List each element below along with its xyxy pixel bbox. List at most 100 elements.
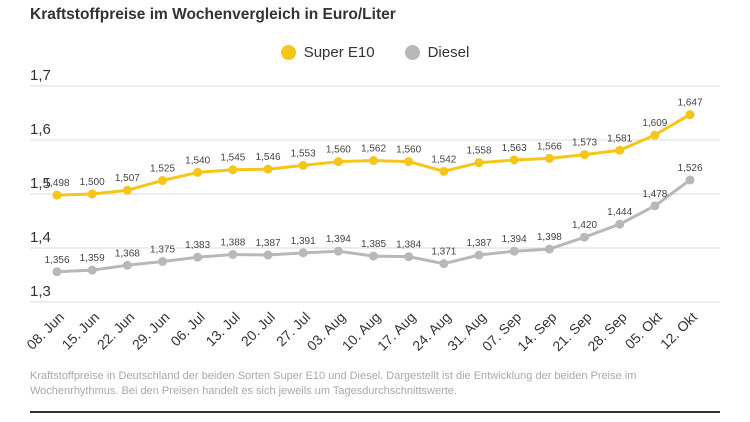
data-label-super-e10: 1,560 bbox=[396, 145, 421, 156]
data-label-diesel: 1,375 bbox=[150, 245, 175, 256]
data-label-super-e10: 1,507 bbox=[115, 173, 140, 184]
data-label-super-e10: 1,498 bbox=[44, 178, 69, 189]
data-point-diesel bbox=[228, 249, 238, 259]
data-label-diesel: 1,356 bbox=[44, 255, 69, 266]
legend-swatch-diesel bbox=[404, 45, 420, 60]
data-point-super-e10 bbox=[52, 190, 62, 200]
y-tick-label: 1,4 bbox=[30, 229, 51, 246]
data-point-super-e10 bbox=[685, 110, 695, 120]
legend: Super E10 Diesel bbox=[0, 44, 750, 61]
x-tick-label: 29. Jun bbox=[129, 309, 173, 353]
legend-label-diesel: Diesel bbox=[427, 44, 470, 61]
series-line-super-e10 bbox=[56, 113, 691, 197]
data-point-diesel bbox=[87, 265, 97, 275]
data-label-super-e10: 1,558 bbox=[466, 146, 491, 157]
legend-swatch-super-e10 bbox=[280, 45, 296, 60]
data-point-super-e10 bbox=[263, 164, 273, 174]
line-chart: 1,7 1,6 1,5 1,4 1,3 1,498 1,500 1,507 1,525 1,540… bbox=[23, 67, 720, 355]
data-point-super-e10 bbox=[369, 156, 378, 166]
chart-title: Kraftstoffpreise im Wochenvergleich in E… bbox=[30, 6, 396, 23]
data-point-diesel bbox=[369, 251, 378, 261]
bottom-divider bbox=[30, 411, 720, 413]
data-point-super-e10 bbox=[333, 157, 343, 167]
data-label-diesel: 1,388 bbox=[220, 237, 245, 248]
x-tick-label: 10. Aug bbox=[339, 309, 384, 354]
data-point-super-e10 bbox=[193, 167, 203, 177]
data-point-diesel bbox=[333, 246, 343, 256]
data-point-diesel bbox=[544, 244, 554, 254]
x-tick-label: 13. Jul bbox=[202, 309, 242, 349]
chart-footnote: Kraftstoffpreise in Deutschland der beid… bbox=[30, 370, 637, 397]
data-point-diesel bbox=[580, 232, 589, 242]
data-label-diesel: 1,387 bbox=[255, 238, 280, 249]
legend-item-diesel: Diesel bbox=[404, 44, 470, 61]
data-point-super-e10 bbox=[228, 165, 238, 175]
x-tick-label: 20. Jul bbox=[238, 309, 278, 349]
data-label-diesel: 1,394 bbox=[326, 234, 351, 245]
data-label-diesel: 1,385 bbox=[361, 239, 386, 250]
x-tick-label: 03. Aug bbox=[304, 309, 349, 354]
data-point-super-e10 bbox=[87, 189, 97, 199]
data-label-diesel: 1,368 bbox=[115, 248, 140, 259]
data-label-diesel: 1,398 bbox=[537, 232, 562, 243]
y-tick-label: 1,3 bbox=[30, 283, 51, 300]
legend-item-super-e10: Super E10 bbox=[280, 44, 375, 61]
data-label-super-e10: 1,545 bbox=[220, 153, 245, 164]
data-point-super-e10 bbox=[474, 158, 484, 168]
data-label-super-e10: 1,562 bbox=[361, 144, 386, 155]
x-tick-label: 24. Aug bbox=[409, 309, 454, 354]
data-point-super-e10 bbox=[439, 166, 449, 176]
data-point-super-e10 bbox=[122, 185, 132, 195]
data-point-super-e10 bbox=[544, 153, 554, 163]
data-point-diesel bbox=[193, 252, 203, 262]
data-label-super-e10: 1,525 bbox=[150, 164, 175, 175]
data-label-super-e10: 1,542 bbox=[431, 154, 456, 165]
y-tick-label: 1,7 bbox=[30, 67, 51, 84]
legend-label-super-e10: Super E10 bbox=[303, 44, 375, 61]
data-label-super-e10: 1,546 bbox=[255, 152, 280, 163]
data-label-diesel: 1,420 bbox=[572, 220, 597, 231]
data-label-diesel: 1,391 bbox=[291, 236, 316, 247]
data-label-super-e10: 1,563 bbox=[502, 143, 527, 154]
data-point-diesel bbox=[298, 248, 308, 258]
data-label-super-e10: 1,566 bbox=[537, 141, 562, 152]
data-label-super-e10: 1,540 bbox=[185, 155, 210, 166]
data-label-super-e10: 1,581 bbox=[607, 133, 632, 144]
data-point-diesel bbox=[650, 201, 660, 211]
data-label-diesel: 1,387 bbox=[466, 238, 491, 249]
data-point-diesel bbox=[122, 260, 132, 270]
data-label-diesel: 1,383 bbox=[185, 240, 210, 251]
y-tick-label: 1,5 bbox=[30, 175, 51, 192]
x-tick-label: 15. Jun bbox=[58, 309, 102, 353]
data-point-diesel bbox=[685, 175, 695, 185]
data-label-diesel: 1,384 bbox=[396, 240, 421, 251]
data-label-super-e10: 1,560 bbox=[326, 145, 351, 156]
x-tick-label: 17. Aug bbox=[374, 309, 419, 354]
data-point-super-e10 bbox=[298, 160, 308, 170]
data-label-super-e10: 1,647 bbox=[677, 98, 702, 109]
x-tick-label: 06. Jul bbox=[167, 309, 207, 349]
x-tick-label: 05. Okt bbox=[622, 309, 665, 352]
data-point-diesel bbox=[52, 267, 62, 277]
x-tick-label: 12. Okt bbox=[657, 309, 700, 352]
data-point-diesel bbox=[404, 252, 414, 262]
x-tick-label: 28. Sep bbox=[584, 309, 630, 355]
data-label-super-e10: 1,573 bbox=[572, 138, 597, 149]
data-point-diesel bbox=[158, 257, 167, 266]
data-point-diesel bbox=[474, 250, 484, 260]
data-point-super-e10 bbox=[580, 150, 589, 160]
data-point-super-e10 bbox=[650, 130, 660, 140]
x-tick-label: 22. Jun bbox=[94, 309, 138, 353]
data-point-diesel bbox=[263, 250, 273, 260]
data-point-diesel bbox=[509, 246, 519, 256]
data-point-diesel bbox=[439, 259, 449, 269]
data-point-diesel bbox=[615, 219, 625, 229]
data-label-super-e10: 1,553 bbox=[291, 148, 316, 159]
data-label-super-e10: 1,609 bbox=[642, 118, 667, 129]
data-label-diesel: 1,444 bbox=[607, 207, 632, 218]
data-label-diesel: 1,478 bbox=[642, 189, 667, 200]
data-point-super-e10 bbox=[509, 155, 519, 165]
data-point-super-e10 bbox=[404, 157, 414, 167]
data-label-diesel: 1,359 bbox=[80, 253, 105, 264]
data-label-diesel: 1,394 bbox=[502, 234, 527, 245]
